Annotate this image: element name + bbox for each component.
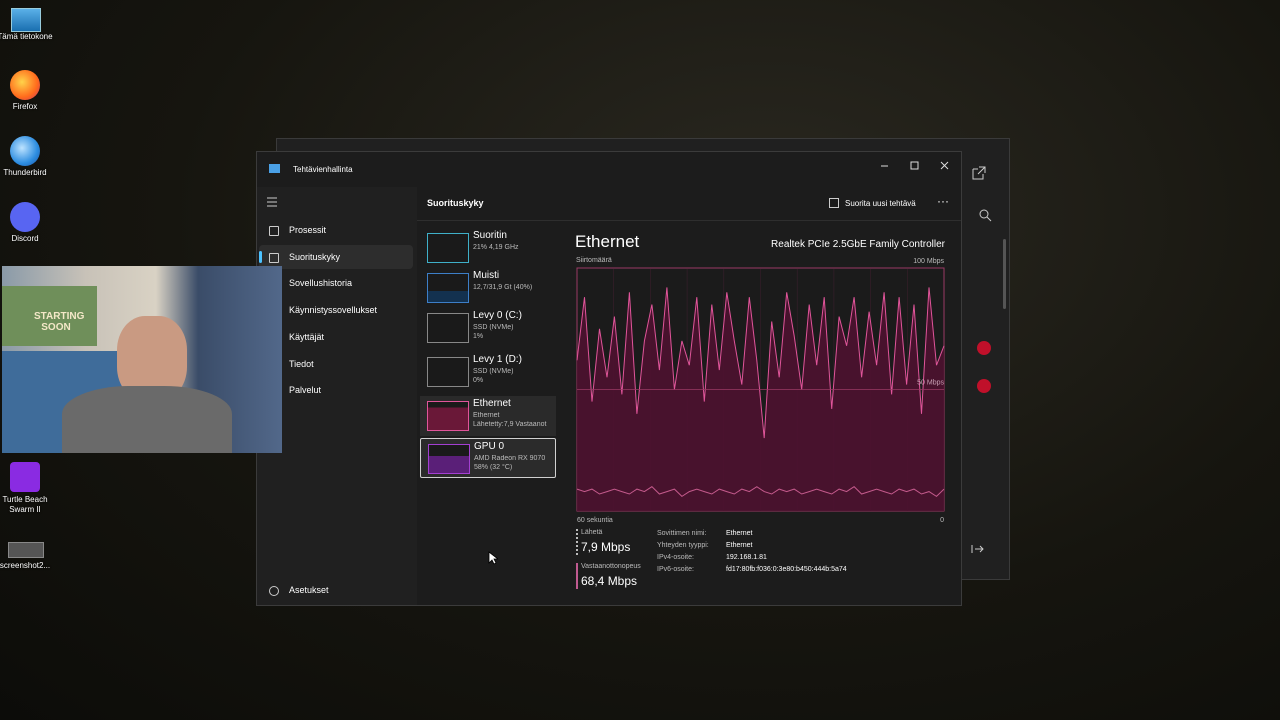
property-label: IPv6-osoite: [657, 566, 694, 573]
stat-label: Vastaanottonopeus [581, 563, 641, 570]
device-item[interactable]: Levy 1 (D:) SSD (NVMe) 0% [420, 352, 556, 392]
device-item[interactable]: Muisti 12,7/31,9 Gt (40%) [420, 268, 556, 308]
device-name: GPU 0 [474, 441, 505, 452]
device-thumbnail [427, 233, 469, 263]
device-detail: SSD (NVMe) [473, 368, 514, 375]
stat-marker [576, 563, 578, 589]
stat-value: 7,9 Mbps [581, 540, 631, 554]
settings-label: Asetukset [289, 585, 329, 595]
property-label: IPv4-osoite: [657, 554, 694, 561]
collapse-icon[interactable] [969, 541, 985, 557]
x-axis-label: 0 [940, 517, 944, 524]
poster [2, 286, 97, 346]
icon-computer[interactable] [11, 8, 41, 32]
nav-pane: Prosessit Suorituskyky Sovellushistoria Käy… [257, 187, 417, 605]
app-icon[interactable] [977, 341, 991, 355]
run-task-button[interactable]: Suorita uusi tehtävä [829, 194, 929, 212]
page-title: Suorituskyky [427, 198, 484, 208]
receive-line [576, 287, 945, 439]
device-detail: Ethernet [473, 412, 500, 419]
nav-item[interactable]: Suorituskyky [259, 244, 413, 269]
cursor [488, 551, 498, 565]
icon-label[interactable]: Thunderbird [3, 168, 47, 177]
icon-label[interactable]: screenshot2... [0, 561, 51, 570]
task-manager-window: Tehtävienhallinta Prosessit Suorituskyky S… [256, 151, 962, 606]
x-axis-label: 60 sekuntia [577, 517, 613, 524]
icon-label[interactable]: Turtle Beach Swarm II [2, 495, 48, 514]
icon-label[interactable]: Firefox [12, 102, 38, 111]
receive-area [577, 287, 944, 511]
device-detail: 58% (32 °C) [474, 464, 513, 471]
nav-label: Sovellushistoria [289, 278, 353, 289]
device-thumbnail [427, 357, 469, 387]
nav-label: Käynnistyssovellukset [289, 305, 378, 316]
graph-y-label: Siirtomäärä [576, 257, 612, 264]
device-detail: 21% 4,19 GHz [473, 244, 519, 251]
search-icon[interactable] [977, 207, 993, 223]
poster-text: STARTING SOON [34, 311, 85, 333]
nav-item[interactable]: Prosessit [259, 218, 413, 242]
nav-icon [269, 252, 279, 263]
nav-label: Palvelut [289, 385, 322, 396]
app-icon[interactable] [977, 379, 991, 393]
device-thumbnail [427, 313, 469, 343]
stat-label: Lähetä [581, 529, 603, 536]
device-thumbnail [427, 273, 469, 303]
scrollbar[interactable] [1003, 239, 1006, 309]
nav-label: Prosessit [289, 225, 327, 235]
device-detail: 0% [473, 377, 484, 384]
property-label: Sovittimen nimi: [657, 530, 707, 537]
throughput-graph: 50 Mbps 100 Mbps 60 sekuntia 0 [576, 258, 945, 524]
device-name: Muisti [473, 270, 500, 281]
detail-title: Ethernet [575, 232, 640, 251]
more-button[interactable]: ··· [937, 194, 949, 208]
device-detail: Lähetetty:7,9 Vastaanot [473, 421, 547, 428]
icon-label[interactable]: Tämä tietokone [0, 32, 53, 41]
device-item[interactable]: Suoritin 21% 4,19 GHz [420, 228, 556, 268]
stat-value: 68,4 Mbps [581, 574, 638, 588]
property-value: fd17:80fb:f036:0:3e80:b450:444b:5a74 [726, 566, 847, 573]
settings-item[interactable]: Asetukset [259, 578, 413, 602]
device-detail: 1% [473, 333, 484, 340]
property-value: 192.168.1.81 [726, 554, 767, 561]
stat-marker [576, 529, 578, 555]
adapter-name: Realtek PCIe 2.5GbE Family Controller [771, 239, 945, 250]
nav-label: Suorituskyky [289, 251, 341, 262]
y-tick-label: 100 Mbps [913, 258, 944, 265]
device-item[interactable]: Ethernet Ethernet Lähetetty:7,9 Vastaanot [420, 396, 556, 436]
property-label: Yhteyden tyyppi: [657, 542, 709, 549]
nav-label: Tiedot [289, 358, 314, 369]
window-controls[interactable] [873, 156, 957, 176]
device-name: Levy 0 (C:) [473, 310, 522, 321]
person-body [62, 386, 232, 453]
nav-icon [269, 226, 279, 236]
property-value: Ethernet [726, 542, 753, 549]
device-name: Ethernet [473, 398, 511, 409]
y-tick-label: 50 Mbps [917, 380, 944, 387]
device-name: Suoritin [473, 230, 507, 241]
webcam-overlay: STARTING SOON [2, 266, 282, 453]
run-task-label: Suorita uusi tehtävä [845, 199, 916, 208]
send-line [576, 486, 945, 498]
device-detail: AMD Radeon RX 9070 [474, 455, 546, 462]
icon-label[interactable]: Discord [11, 234, 39, 243]
window-title: Tehtävienhallinta [293, 165, 353, 174]
icon-turtle-beach[interactable] [10, 462, 40, 492]
nav-label: Käyttäjät [289, 331, 325, 342]
icon-screenshot[interactable] [8, 542, 44, 558]
device-thumbnail [428, 444, 470, 474]
device-item[interactable]: GPU 0 AMD Radeon RX 9070 58% (32 °C) [420, 438, 556, 478]
device-item[interactable]: Levy 0 (C:) SSD (NVMe) 1% [420, 308, 556, 348]
device-name: Levy 1 (D:) [473, 354, 522, 365]
property-value: Ethernet [726, 530, 753, 537]
device-detail: SSD (NVMe) [473, 324, 514, 331]
app-icon [269, 164, 280, 173]
menu-button[interactable] [267, 197, 279, 207]
device-thumbnail [427, 401, 469, 431]
device-detail: 12,7/31,9 Gt (40%) [473, 284, 533, 291]
open-external-icon[interactable] [967, 163, 989, 185]
